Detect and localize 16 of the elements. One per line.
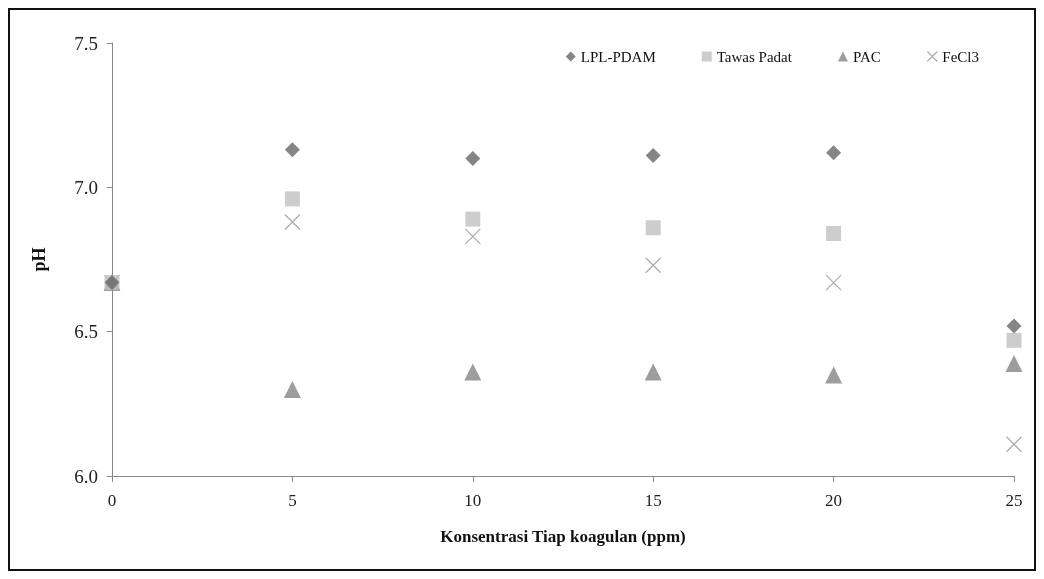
x-axis-title: Konsentrasi Tiap koagulan (ppm) (440, 527, 686, 546)
x-tick-label: 5 (288, 491, 297, 510)
legend-label: LPL-PDAM (580, 48, 656, 65)
x-tick-label: 15 (644, 491, 662, 510)
legend-label: PAC (852, 48, 881, 65)
y-axis-title: pH (29, 247, 49, 272)
x-tick-label: 25 (1005, 491, 1023, 510)
x-tick-label: 0 (107, 491, 117, 510)
y-tick-label: 7.5 (74, 32, 98, 54)
x-tick-label: 20 (825, 491, 843, 510)
y-tick-label: 6.5 (74, 321, 98, 343)
y-tick-label: 7.0 (74, 176, 98, 198)
legend-label: FeCl3 (942, 48, 980, 65)
y-tick-label: 6.0 (74, 465, 98, 487)
legend-label: Tawas Padat (716, 48, 793, 65)
x-tick-label: 10 (464, 491, 482, 510)
